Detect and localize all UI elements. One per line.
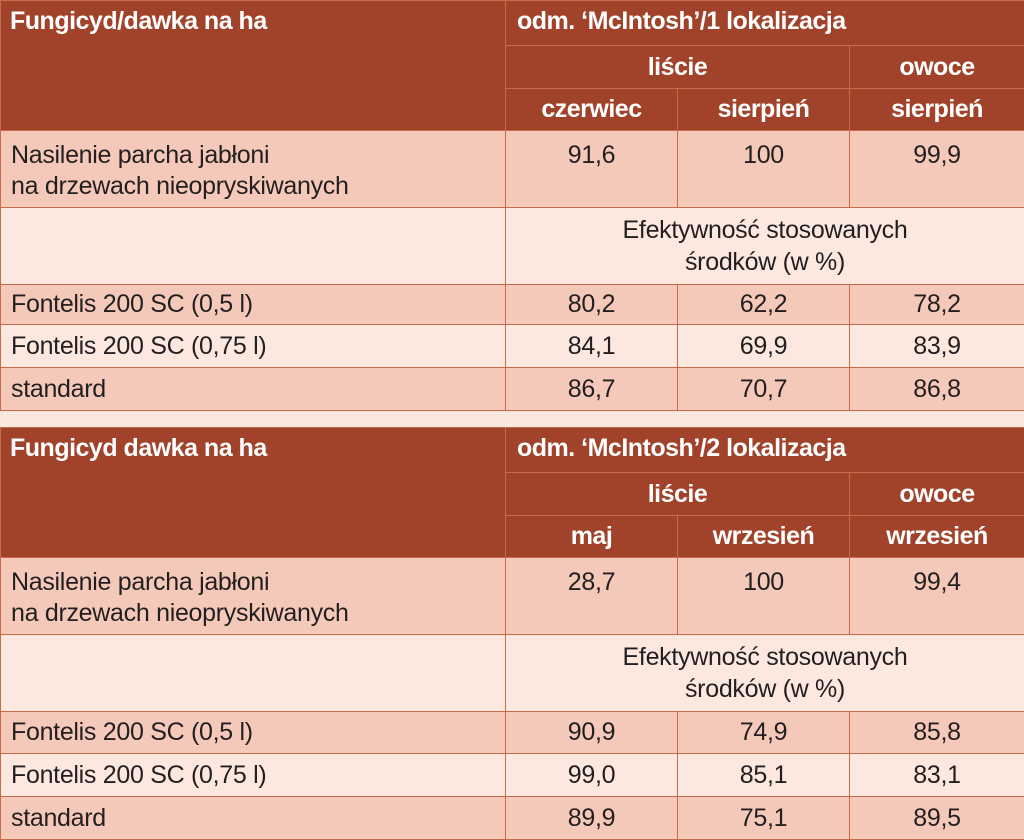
severity-label: Nasilenie parcha jabłoni na drzewach nie… [1, 558, 506, 635]
efficacy-subheader-line1: Efektywność stosowanych [506, 641, 1024, 673]
row-value: 85,8 [850, 712, 1024, 754]
efficacy-subheader-line1: Efektywność stosowanych [506, 214, 1024, 246]
severity-value-2: 100 [678, 131, 850, 208]
efficacy-empty-cell [1, 208, 506, 285]
efficacy-empty-cell [1, 635, 506, 712]
row-value: 89,9 [506, 797, 678, 840]
severity-label-line2: na drzewach nieopryskiwanych [11, 598, 505, 629]
month-header-2: sierpień [678, 89, 850, 131]
fruits-group-header: owoce [850, 473, 1024, 516]
efficacy-table-location-1: Fungicyd/dawka na ha odm. ‘McIntosh’/1 l… [0, 0, 1024, 411]
table-row: Fontelis 200 SC (0,75 l) 84,1 69,9 83,9 [1, 325, 1024, 368]
row-value: 69,9 [678, 325, 850, 368]
row-value: 78,2 [850, 285, 1024, 325]
row-value: 89,5 [850, 797, 1024, 840]
table-row: Fontelis 200 SC (0,5 l) 90,9 74,9 85,8 [1, 712, 1024, 754]
efficacy-table-location-2: Fungicyd dawka na ha odm. ‘McIntosh’/2 l… [0, 427, 1024, 840]
row-value: 75,1 [678, 797, 850, 840]
fungicide-dose-header: Fungicyd/dawka na ha [1, 1, 506, 131]
efficacy-subheader: Efektywność stosowanych środków (w %) [506, 208, 1024, 285]
severity-value-3: 99,4 [850, 558, 1024, 635]
table-header-row: Fungicyd dawka na ha odm. ‘McIntosh’/2 l… [1, 428, 1024, 473]
cultivar-location-header: odm. ‘McIntosh’/1 lokalizacja [506, 1, 1024, 46]
month-header-1: maj [506, 516, 678, 558]
severity-label-line2: na drzewach nieopryskiwanych [11, 171, 505, 202]
row-value: 99,0 [506, 754, 678, 797]
table-header-row: Fungicyd/dawka na ha odm. ‘McIntosh’/1 l… [1, 1, 1024, 46]
efficacy-subheader-line2: środków (w %) [506, 673, 1024, 705]
table-separator [0, 411, 1024, 426]
severity-value-1: 28,7 [506, 558, 678, 635]
row-value: 83,9 [850, 325, 1024, 368]
row-label: standard [1, 797, 506, 840]
severity-label: Nasilenie parcha jabłoni na drzewach nie… [1, 131, 506, 208]
leaves-group-header: liście [506, 473, 850, 516]
severity-value-2: 100 [678, 558, 850, 635]
table-row: Fontelis 200 SC (0,75 l) 99,0 85,1 83,1 [1, 754, 1024, 797]
row-value: 84,1 [506, 325, 678, 368]
row-value: 86,7 [506, 368, 678, 411]
row-label: Fontelis 200 SC (0,5 l) [1, 712, 506, 754]
severity-row: Nasilenie parcha jabłoni na drzewach nie… [1, 131, 1024, 208]
efficacy-subheader-row: Efektywność stosowanych środków (w %) [1, 635, 1024, 712]
month-header-2: wrzesień [678, 516, 850, 558]
row-value: 70,7 [678, 368, 850, 411]
row-label: standard [1, 368, 506, 411]
efficacy-subheader-line2: środków (w %) [506, 246, 1024, 278]
row-value: 83,1 [850, 754, 1024, 797]
leaves-group-header: liście [506, 46, 850, 89]
severity-row: Nasilenie parcha jabłoni na drzewach nie… [1, 558, 1024, 635]
row-value: 85,1 [678, 754, 850, 797]
row-value: 86,8 [850, 368, 1024, 411]
table-row: Fontelis 200 SC (0,5 l) 80,2 62,2 78,2 [1, 285, 1024, 325]
table-row: standard 89,9 75,1 89,5 [1, 797, 1024, 840]
cultivar-location-header: odm. ‘McIntosh’/2 lokalizacja [506, 428, 1024, 473]
severity-label-line1: Nasilenie parcha jabłoni [11, 567, 505, 598]
row-value: 74,9 [678, 712, 850, 754]
severity-label-line1: Nasilenie parcha jabłoni [11, 140, 505, 171]
row-value: 90,9 [506, 712, 678, 754]
row-value: 80,2 [506, 285, 678, 325]
severity-value-1: 91,6 [506, 131, 678, 208]
row-label: Fontelis 200 SC (0,75 l) [1, 754, 506, 797]
efficacy-subheader: Efektywność stosowanych środków (w %) [506, 635, 1024, 712]
fungicide-dose-header: Fungicyd dawka na ha [1, 428, 506, 558]
row-label: Fontelis 200 SC (0,5 l) [1, 285, 506, 325]
fruits-group-header: owoce [850, 46, 1024, 89]
month-header-1: czerwiec [506, 89, 678, 131]
severity-value-3: 99,9 [850, 131, 1024, 208]
row-label: Fontelis 200 SC (0,75 l) [1, 325, 506, 368]
efficacy-subheader-row: Efektywność stosowanych środków (w %) [1, 208, 1024, 285]
month-header-3: wrzesień [850, 516, 1024, 558]
table-row: standard 86,7 70,7 86,8 [1, 368, 1024, 411]
month-header-3: sierpień [850, 89, 1024, 131]
row-value: 62,2 [678, 285, 850, 325]
